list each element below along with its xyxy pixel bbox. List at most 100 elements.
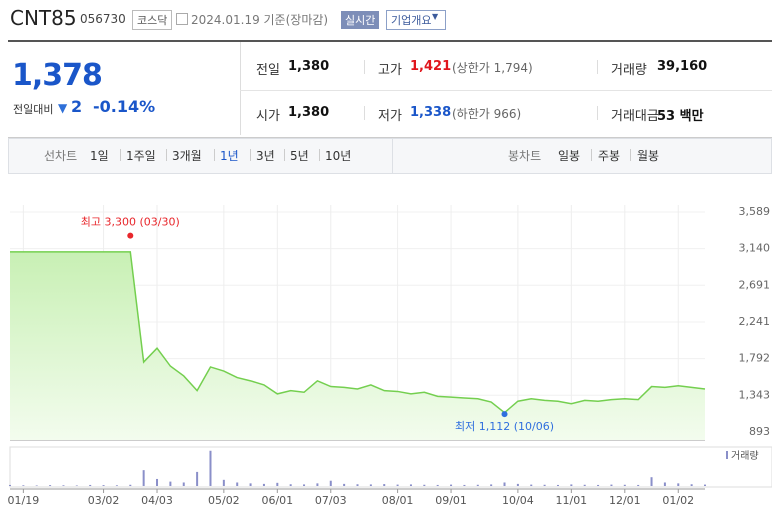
quote-value: 1,338 [410, 105, 452, 120]
candle-tab[interactable]: 주봉 [598, 149, 621, 163]
divider [364, 106, 365, 120]
volume-legend-mark [726, 451, 728, 459]
volume-bar [597, 484, 600, 486]
volume-bar [156, 478, 159, 486]
volume-bar [35, 485, 38, 486]
period-tab[interactable]: 1년 [220, 149, 239, 163]
volume-bar [369, 484, 372, 486]
volume-bar [516, 483, 519, 486]
change: 2 [71, 97, 83, 116]
volume-bar [677, 483, 680, 486]
volume-bar [249, 483, 252, 486]
period-tab[interactable]: 3개월 [172, 149, 202, 163]
overview-button[interactable]: 기업개요 [386, 10, 447, 30]
x-tick-label: 07/03 [315, 494, 347, 507]
tab-separator [214, 149, 215, 161]
tab-separator [630, 149, 631, 161]
realtime-badge[interactable]: 실시간 [341, 11, 380, 29]
down-arrow: ▼ [58, 101, 68, 115]
quote-value: 39,160 [657, 59, 708, 74]
volume-bar [383, 484, 386, 486]
candle-tab[interactable]: 월봉 [637, 149, 660, 163]
x-tick-label: 10/04 [502, 494, 534, 507]
volume-bar [356, 484, 359, 486]
quote-label: 시가 [256, 109, 280, 124]
volume-bar [196, 471, 199, 486]
volume-bar [142, 470, 145, 486]
extreme-marker [501, 411, 508, 418]
candle-tab[interactable]: 일봉 [558, 149, 581, 163]
volume-bar [115, 485, 118, 486]
stock-code: 056730 [80, 12, 126, 26]
volume-bar [423, 484, 426, 486]
period-tab[interactable]: 3년 [256, 149, 275, 163]
volume-bar [75, 485, 78, 486]
quote-value: 1,380 [288, 105, 330, 120]
x-tick-label: 09/01 [435, 494, 467, 507]
quote-label: 거래대금 [611, 109, 659, 124]
volume-bar [623, 484, 626, 486]
x-tick-label: 03/02 [88, 494, 120, 507]
divider [597, 60, 598, 74]
quote-value: 53 백만 [657, 109, 704, 124]
volume-bar [704, 484, 706, 486]
volume-bar [102, 485, 105, 486]
period-tab[interactable]: 10년 [325, 149, 352, 163]
y-tick-label: 893 [749, 425, 770, 438]
volume-legend: 거래량 [731, 450, 759, 462]
volume-bar [276, 482, 279, 486]
price: 1,378 [12, 58, 103, 93]
volume-bar [89, 484, 92, 486]
volume-bar [316, 483, 319, 486]
volume-bar [289, 484, 292, 486]
x-tick-label: 12/01 [609, 494, 641, 507]
volume-bar [463, 484, 466, 486]
change-label: 전일대비 [13, 103, 54, 116]
x-tick-label: 04/03 [141, 494, 173, 507]
period-tab[interactable]: 1일 [90, 149, 109, 163]
period-tab[interactable]: 1주일 [126, 149, 156, 163]
quote-extra: (상한가 1,794) [452, 61, 533, 75]
tab-separator [591, 149, 592, 161]
volume-bar [637, 484, 640, 486]
period-tab[interactable]: 5년 [290, 149, 309, 163]
calendar-icon [176, 13, 188, 25]
volume-bar [436, 484, 439, 486]
volume-bar [503, 482, 506, 486]
y-tick-label: 1,343 [739, 388, 771, 401]
market-badge: 코스닥 [132, 10, 173, 30]
tab-separator [120, 149, 121, 161]
volume-bar [9, 484, 11, 486]
price-line [10, 251, 706, 414]
tab-separator [319, 149, 320, 161]
extreme-marker [127, 232, 134, 239]
tab-separator [166, 149, 167, 161]
volume-bar [303, 484, 306, 486]
y-tick-label: 1,792 [739, 352, 771, 365]
volume-bar [570, 484, 573, 486]
volume-bar [663, 482, 666, 486]
volume-bar [476, 484, 479, 486]
quote-extra: (하한가 966) [452, 107, 522, 121]
line-chart-label: 선차트 [44, 149, 78, 163]
x-tick-label: 11/01 [555, 494, 587, 507]
quote-label: 전일 [256, 63, 280, 78]
change-rate: -0.14% [93, 97, 156, 116]
x-tick-label: 01/02 [662, 494, 694, 507]
quote-label: 거래량 [611, 63, 647, 78]
volume-bar [409, 484, 412, 486]
quote-label: 저가 [378, 109, 402, 124]
divider [364, 60, 365, 74]
volume-bar [583, 484, 586, 486]
divider [240, 90, 772, 91]
volume-bar [690, 484, 693, 486]
tab-separator [250, 149, 251, 161]
quote-value: 1,380 [288, 59, 330, 74]
volume-bar [209, 450, 212, 486]
quote-label: 고가 [378, 63, 402, 78]
volume-bar [543, 484, 546, 486]
volume-bar [169, 481, 172, 486]
volume-bar [329, 480, 332, 486]
extreme-label: 최고 3,300 (03/30) [81, 216, 180, 229]
